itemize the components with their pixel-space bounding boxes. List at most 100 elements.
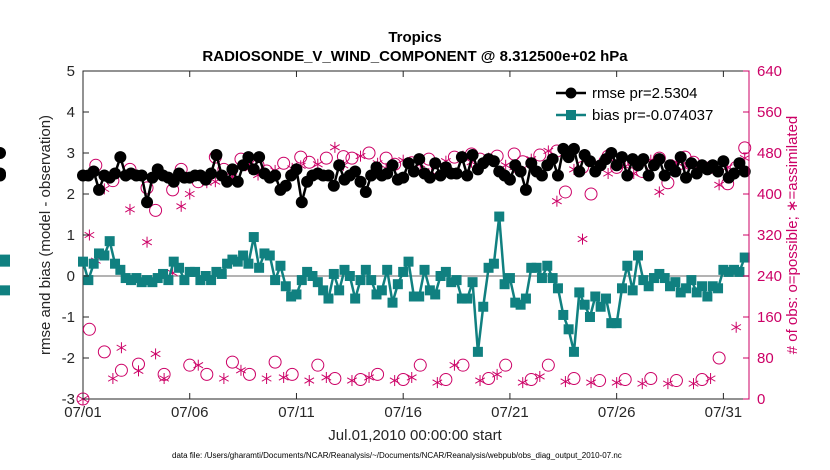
rmse-point <box>615 151 628 164</box>
obs-assimilated-point <box>176 200 187 212</box>
bias-point <box>211 266 222 277</box>
rmse-point <box>535 169 548 182</box>
bias-point <box>670 277 681 288</box>
bias-point <box>499 279 510 290</box>
rmse-point <box>717 155 730 168</box>
bias-point <box>665 281 676 292</box>
bias-point <box>510 297 521 308</box>
bias-point <box>115 264 126 275</box>
obs-assimilated-point <box>517 377 528 389</box>
legend-box <box>550 78 743 126</box>
y-tick-label-left: 2 <box>67 186 75 203</box>
rmse-point <box>669 165 682 178</box>
bias-point <box>633 250 643 261</box>
x-tick-label: 07/01 <box>64 404 102 421</box>
bias-point <box>275 260 286 271</box>
bias-point <box>542 260 553 271</box>
obs-assimilated-point <box>475 375 486 387</box>
bias-point <box>691 287 702 298</box>
x-tick-label: 07/31 <box>705 404 743 421</box>
bias-point <box>403 256 414 267</box>
obs-assimilated-point <box>235 364 246 376</box>
obs-possible-point <box>558 185 572 199</box>
bias-point <box>227 254 238 265</box>
rmse-point <box>450 167 463 180</box>
x-tick-label: 07/06 <box>171 404 209 421</box>
rmse-point <box>642 169 655 182</box>
obs-assimilated-point <box>364 371 375 383</box>
obs-possible-point <box>499 358 513 372</box>
bias-point <box>136 277 147 288</box>
x-axis-label: Jul.01,2010 00:00:00 start <box>328 427 502 444</box>
rmse-point <box>461 169 474 182</box>
legend-rmse-marker <box>565 87 577 99</box>
bias-point <box>638 275 649 286</box>
rmse-point <box>653 153 666 166</box>
rmse-point <box>397 171 410 184</box>
bias-point <box>99 250 110 261</box>
rmse-point <box>221 175 234 188</box>
bias-point <box>398 266 409 277</box>
rmse-point <box>738 165 751 178</box>
bias-point <box>126 275 137 286</box>
obs-possible-point <box>277 156 291 170</box>
bias-point <box>739 252 750 263</box>
bias-point <box>195 275 206 286</box>
obs-assimilated-point <box>406 371 417 383</box>
rmse-point <box>226 163 239 176</box>
y-tick-label-right: 480 <box>757 145 782 162</box>
obs-assimilated-point <box>355 150 366 162</box>
bias-point <box>494 211 505 222</box>
bias-point <box>616 283 627 294</box>
rmse-point <box>295 196 308 209</box>
obs-possible-point <box>243 367 256 381</box>
obs-assimilated-point <box>346 375 357 387</box>
obs-possible-point <box>669 374 683 388</box>
bias-point <box>78 256 88 267</box>
rmse-point <box>637 153 650 166</box>
rmse-point <box>466 149 479 162</box>
obs-possible-point <box>644 372 658 385</box>
bias-point <box>147 277 158 288</box>
bias-point <box>520 293 531 304</box>
bias-point <box>296 275 307 286</box>
bias-point <box>478 301 489 312</box>
bias-point <box>456 293 467 304</box>
obs-assimilated-point <box>150 348 161 360</box>
bias-point <box>430 289 441 300</box>
y-tick-label-left: 5 <box>67 63 75 80</box>
bias-point <box>286 291 297 302</box>
obs-assimilated-point <box>662 378 673 390</box>
bias-point <box>131 273 142 284</box>
rmse-point <box>519 183 532 196</box>
bias-point <box>232 256 243 267</box>
obs-assimilated-point <box>278 371 289 383</box>
obs-possible-point <box>183 358 197 372</box>
bias-point <box>446 277 457 288</box>
bias-point <box>681 283 692 294</box>
bias-point <box>552 283 563 294</box>
obs-possible-point <box>114 363 128 377</box>
obs-possible-point <box>97 345 111 359</box>
obs-assimilated-point <box>577 233 588 245</box>
rmse-series <box>0 142 751 209</box>
obs-assimilated-point <box>543 145 554 157</box>
obs-assimilated-point <box>449 359 460 371</box>
footnote: data file: /Users/gharamti/Documents/NCA… <box>172 451 622 460</box>
bias-point <box>163 275 174 286</box>
rmse-point <box>333 159 346 172</box>
y-tick-label-right: 80 <box>757 350 774 367</box>
rmse-point <box>567 142 580 155</box>
bias-point <box>462 293 473 304</box>
bias-point <box>120 273 131 284</box>
bias-point <box>270 275 281 286</box>
bias-point <box>307 271 318 281</box>
rmse-point <box>621 169 634 182</box>
rmse-point <box>205 167 218 180</box>
rmse-point <box>231 175 244 188</box>
bias-point <box>611 318 622 329</box>
bias-point <box>88 258 99 269</box>
rmse-point <box>269 169 282 182</box>
bias-point <box>328 268 339 279</box>
rmse-point <box>327 179 340 192</box>
